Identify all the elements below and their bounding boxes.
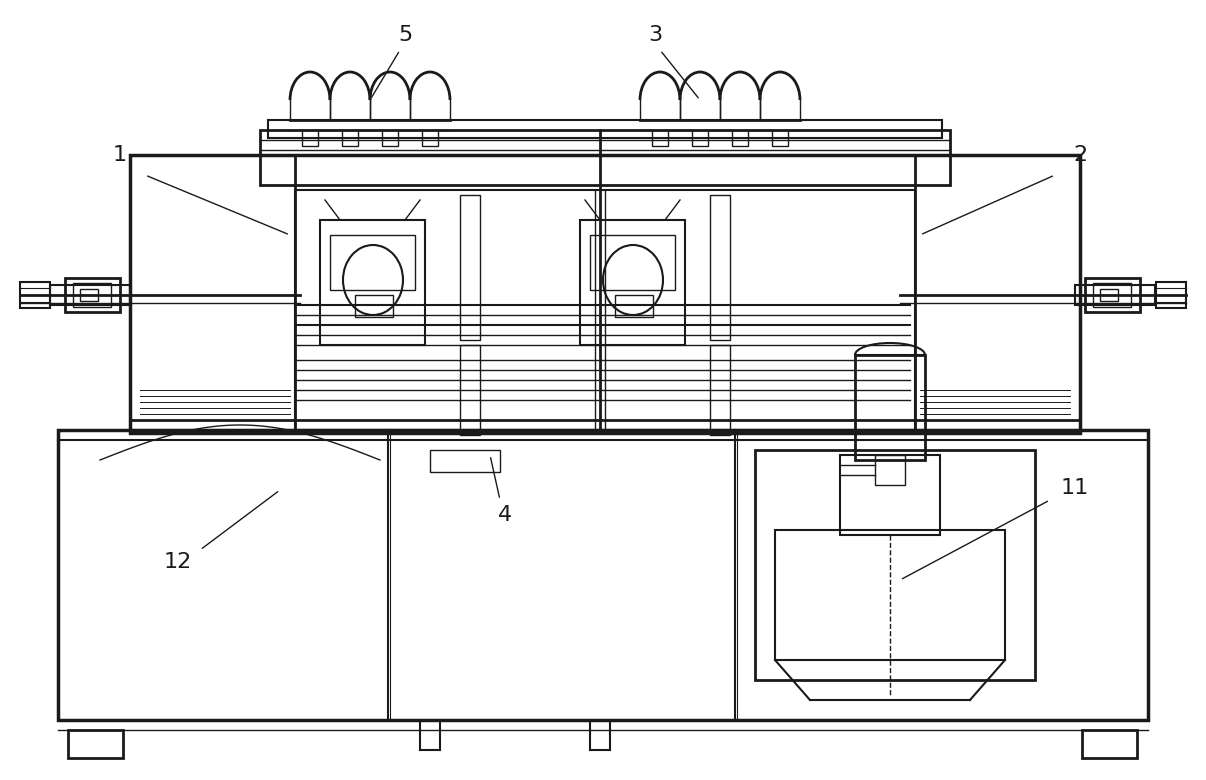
Bar	[459, 195, 480, 340]
Bar	[876, 455, 904, 485]
Text: 5: 5	[398, 25, 412, 45]
Bar	[68, 730, 123, 758]
Bar	[692, 130, 708, 146]
Bar	[65, 278, 121, 312]
Bar	[710, 345, 730, 435]
Bar	[260, 130, 950, 185]
Bar	[855, 355, 925, 460]
Bar	[431, 450, 500, 472]
Text: 4: 4	[498, 505, 513, 525]
Bar	[302, 130, 318, 146]
Bar	[459, 345, 480, 435]
Bar	[755, 450, 1035, 680]
Bar	[1100, 289, 1118, 301]
Bar	[1085, 278, 1140, 312]
Bar	[590, 235, 675, 290]
Text: 1: 1	[113, 145, 127, 165]
Bar	[295, 190, 915, 430]
Bar	[49, 285, 130, 305]
Bar	[732, 130, 748, 146]
Text: 11: 11	[1061, 478, 1089, 498]
Bar	[580, 220, 685, 345]
Text: 3: 3	[648, 25, 662, 45]
Bar	[1157, 282, 1185, 308]
Bar	[652, 130, 668, 146]
Bar	[343, 130, 358, 146]
Bar	[1082, 730, 1137, 758]
Bar	[615, 295, 652, 317]
Bar	[422, 130, 438, 146]
Bar	[74, 283, 111, 307]
Bar	[1093, 283, 1131, 307]
Bar	[1075, 285, 1155, 305]
Bar	[330, 235, 415, 290]
Bar	[841, 455, 939, 535]
Bar	[710, 195, 730, 340]
Bar	[58, 430, 1148, 720]
Bar	[80, 289, 98, 301]
Bar	[915, 155, 1081, 433]
Bar	[268, 120, 942, 138]
Bar	[21, 282, 49, 308]
Bar	[355, 295, 393, 317]
Text: 2: 2	[1073, 145, 1087, 165]
Bar	[775, 530, 1005, 660]
Bar	[320, 220, 425, 345]
Bar	[130, 155, 295, 433]
Bar	[772, 130, 788, 146]
Bar	[382, 130, 398, 146]
Bar	[130, 155, 1081, 433]
Text: 12: 12	[164, 552, 192, 572]
